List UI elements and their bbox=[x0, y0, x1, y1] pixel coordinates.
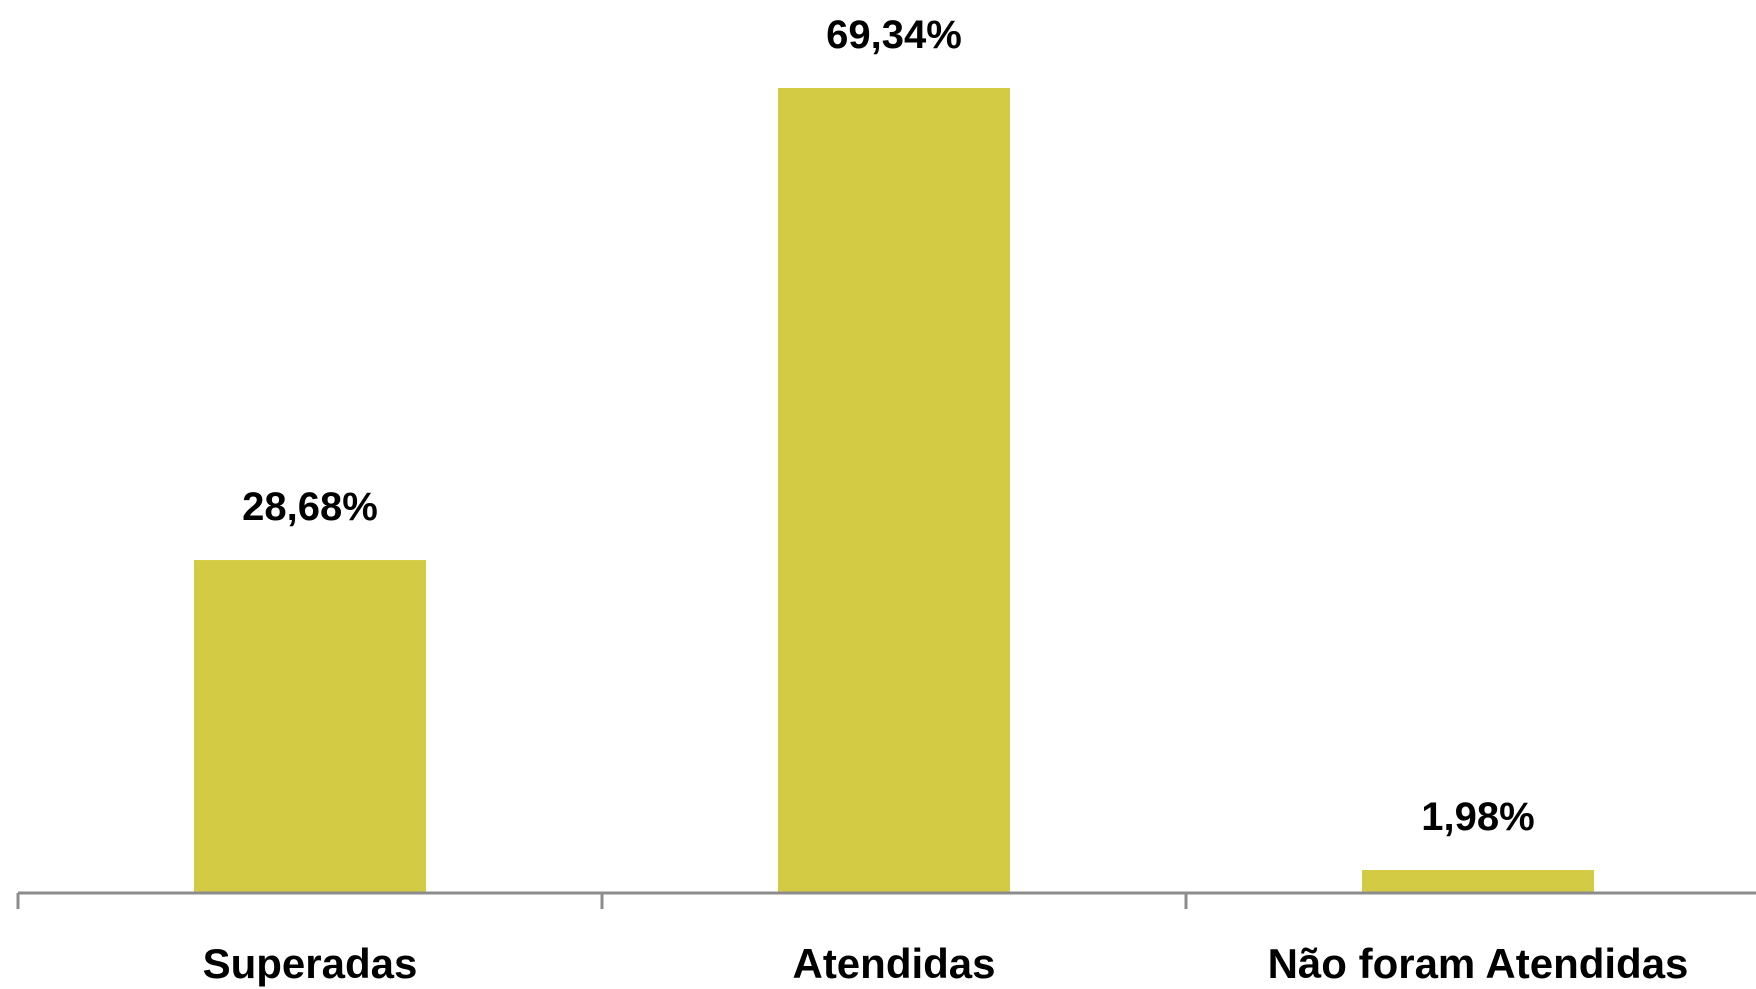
x-axis bbox=[16, 891, 1756, 909]
category-label-1: Atendidas bbox=[792, 940, 995, 987]
bar-2 bbox=[1362, 870, 1594, 893]
bar-0 bbox=[194, 560, 426, 893]
category-labels-layer: Superadas Atendidas Não foram Atendidas bbox=[203, 940, 1689, 987]
data-label-2: 1,98% bbox=[1421, 795, 1534, 839]
data-label-1: 69,34% bbox=[826, 13, 962, 57]
category-label-2: Não foram Atendidas bbox=[1268, 940, 1689, 987]
bars-layer bbox=[194, 88, 1594, 893]
category-label-0: Superadas bbox=[203, 940, 418, 987]
data-label-0: 28,68% bbox=[242, 485, 378, 529]
data-labels-layer: 28,68% 69,34% 1,98% bbox=[242, 13, 1535, 839]
bar-1 bbox=[778, 88, 1010, 893]
